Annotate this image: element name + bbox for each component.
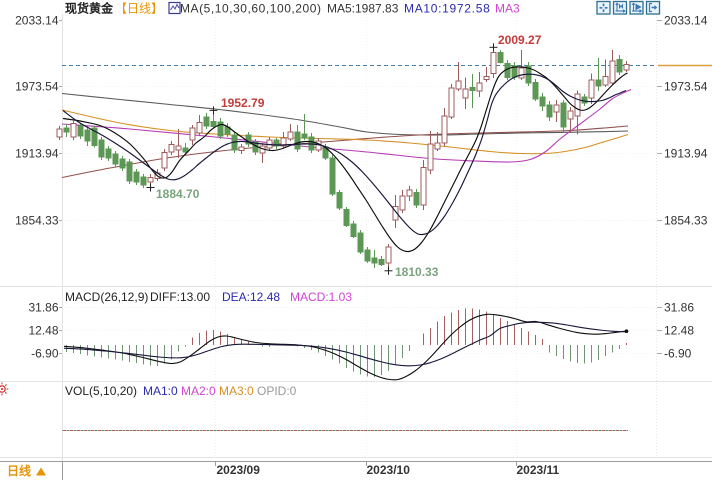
svg-text:1913.94: 1913.94 xyxy=(664,147,708,161)
svg-text:MA(5,10,30,60,100,200): MA(5,10,30,60,100,200) xyxy=(180,2,322,16)
svg-text:2033.14: 2033.14 xyxy=(15,14,59,28)
svg-text:DEA:12.48: DEA:12.48 xyxy=(222,290,280,304)
svg-text:2023/09: 2023/09 xyxy=(217,463,261,477)
svg-text:MA5:1987.83: MA5:1987.83 xyxy=(327,2,399,16)
svg-text:2033.14: 2033.14 xyxy=(664,14,708,28)
svg-text:MA2:0: MA2:0 xyxy=(181,384,216,398)
svg-text:1884.70: 1884.70 xyxy=(156,187,200,201)
svg-text:2023/10: 2023/10 xyxy=(367,463,411,477)
svg-text:【日线】: 【日线】 xyxy=(115,2,163,16)
svg-text:MA1:0: MA1:0 xyxy=(143,384,178,398)
svg-text:DIFF:13.00: DIFF:13.00 xyxy=(150,290,210,304)
svg-text:2023/11: 2023/11 xyxy=(517,463,560,477)
svg-text:2009.27: 2009.27 xyxy=(498,33,542,47)
svg-text:MACD(26,12,9): MACD(26,12,9) xyxy=(65,290,148,304)
svg-text:1854.33: 1854.33 xyxy=(664,214,708,228)
svg-text:OPID:0: OPID:0 xyxy=(257,384,297,398)
svg-text:现货黄金: 现货黄金 xyxy=(65,1,114,16)
svg-text:-6.90: -6.90 xyxy=(664,347,692,361)
svg-text:1952.79: 1952.79 xyxy=(221,96,265,110)
svg-text:1973.54: 1973.54 xyxy=(15,80,59,94)
svg-text:MACD:1.03: MACD:1.03 xyxy=(290,290,352,304)
svg-text:31.86: 31.86 xyxy=(664,301,694,315)
svg-text:MA10:1972.58: MA10:1972.58 xyxy=(404,2,490,16)
svg-text:1913.94: 1913.94 xyxy=(15,147,59,161)
svg-text:VOL(5,10,20): VOL(5,10,20) xyxy=(65,384,137,398)
svg-text:1973.54: 1973.54 xyxy=(664,80,708,94)
svg-text:31.86: 31.86 xyxy=(28,301,58,315)
svg-text:-6.90: -6.90 xyxy=(31,347,59,361)
svg-text:MA3: MA3 xyxy=(495,2,520,16)
svg-text:日线: 日线 xyxy=(7,463,31,478)
svg-text:1810.33: 1810.33 xyxy=(395,265,439,279)
svg-text:1854.33: 1854.33 xyxy=(15,214,59,228)
svg-text:12.48: 12.48 xyxy=(28,324,58,338)
svg-text:MA3:0: MA3:0 xyxy=(219,384,254,398)
svg-text:12.48: 12.48 xyxy=(664,324,694,338)
